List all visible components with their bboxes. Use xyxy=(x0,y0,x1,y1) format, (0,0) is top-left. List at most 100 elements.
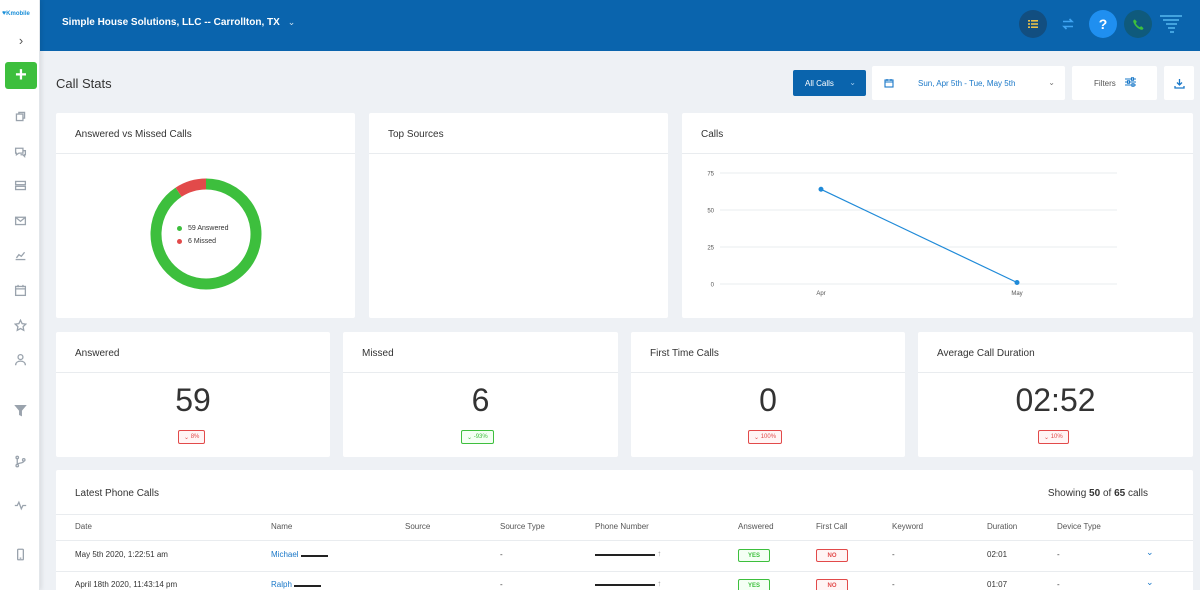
stat-title: Answered xyxy=(75,348,120,359)
add-button[interactable]: + xyxy=(5,62,37,89)
redacted-mark xyxy=(300,553,328,557)
legend-dot-answered xyxy=(177,226,182,231)
stat-value: 0 xyxy=(759,382,777,418)
column-header-keyword[interactable]: Keyword xyxy=(892,522,924,531)
stat-value: 6 xyxy=(471,382,490,418)
copy-icon[interactable] xyxy=(12,108,28,124)
column-header-source[interactable]: Source xyxy=(405,522,431,531)
redacted-phone xyxy=(595,582,655,586)
cell-keyword: - xyxy=(892,580,895,589)
date-range-picker[interactable]: Sun, Apr 5th - Tue, May 5th ⌄ xyxy=(872,66,1065,100)
y-tick-label: 75 xyxy=(707,172,714,178)
tornado-icon[interactable] xyxy=(1157,10,1185,38)
cell-device-type: - xyxy=(1057,580,1060,589)
chart-icon[interactable] xyxy=(12,247,28,263)
mail-icon[interactable] xyxy=(12,212,28,228)
card-title: Calls xyxy=(701,129,724,140)
count-prefix: Showing xyxy=(1047,488,1087,499)
branch-icon[interactable] xyxy=(12,453,28,469)
arrow-up-icon: ↑ xyxy=(657,549,662,558)
stat-card-avg-duration: Average Call Duration 02:52 ⌄ 10% xyxy=(918,332,1193,457)
mobile-icon[interactable] xyxy=(12,546,28,562)
phone-icon[interactable] xyxy=(1124,10,1152,38)
redacted-mark xyxy=(293,583,321,587)
legend-dot-missed xyxy=(177,239,182,244)
count-shown: 50 xyxy=(1089,488,1101,499)
cell-name[interactable]: Michael xyxy=(271,550,328,559)
pulse-icon[interactable] xyxy=(12,497,28,513)
stat-value: 59 xyxy=(175,382,211,418)
divider xyxy=(343,372,618,373)
count-total: 65 xyxy=(1114,488,1126,499)
caller-name: Ralph xyxy=(271,580,292,589)
top-bar: Simple House Solutions, LLC -- Carrollto… xyxy=(40,0,1200,51)
divider xyxy=(56,571,1193,572)
cell-date: May 5th 2020, 1:22:51 am xyxy=(75,550,168,559)
arrow-up-icon: ↑ xyxy=(657,579,662,588)
data-point xyxy=(1014,280,1020,286)
stat-title: Missed xyxy=(362,348,394,359)
help-button[interactable]: ? xyxy=(1089,10,1117,38)
all-calls-dropdown[interactable]: All Calls ⌄ xyxy=(793,70,866,96)
company-selector[interactable]: Simple House Solutions, LLC -- Carrollto… xyxy=(62,17,295,28)
x-tick-label: May xyxy=(1011,291,1022,297)
calls-line-chart: 0 25 50 75 Apr May xyxy=(707,172,1117,297)
column-header-phone[interactable]: Phone Number xyxy=(595,522,649,531)
trend-badge: ⌄ 100% xyxy=(748,430,783,444)
chat-icon[interactable] xyxy=(12,143,28,159)
date-range-label: Sun, Apr 5th - Tue, May 5th xyxy=(918,79,1016,88)
download-button[interactable] xyxy=(1164,66,1194,100)
chevron-down-icon: ⌄ xyxy=(287,17,296,27)
column-header-answered[interactable]: Answered xyxy=(738,522,774,531)
legend-missed-label: 6 Missed xyxy=(188,238,217,245)
donut-slice-missed xyxy=(175,178,207,197)
trend-badge-value: 10% xyxy=(1050,434,1063,440)
cell-name[interactable]: Ralph xyxy=(271,580,321,589)
divider xyxy=(682,153,1193,154)
all-calls-label: All Calls xyxy=(805,78,834,88)
filters-label: Filters xyxy=(1094,79,1116,88)
stat-title: Average Call Duration xyxy=(937,348,1035,359)
swap-icon[interactable] xyxy=(1054,10,1082,38)
chevron-down-icon[interactable]: ⌄ xyxy=(1146,577,1154,587)
cell-duration: 02:01 xyxy=(987,550,1008,559)
filter-icon[interactable] xyxy=(12,402,28,418)
star-icon[interactable] xyxy=(12,317,28,333)
column-header-device-type[interactable]: Device Type xyxy=(1057,522,1101,531)
divider xyxy=(56,372,330,373)
cell-source-type: - xyxy=(500,550,503,559)
first-call-badge: NO xyxy=(816,579,848,590)
card-title: Top Sources xyxy=(388,129,444,140)
legend-answered: 59 Answered xyxy=(177,225,228,232)
column-header-first-call[interactable]: First Call xyxy=(816,522,848,531)
list-icon[interactable] xyxy=(1019,10,1047,38)
download-icon xyxy=(1173,78,1185,89)
stack-icon[interactable] xyxy=(12,177,28,193)
trend-badge: ⌄ 10% xyxy=(1038,430,1069,444)
sidebar: ♥Kmobile › + xyxy=(0,0,40,590)
filters-button[interactable]: Filters xyxy=(1072,66,1157,100)
divider xyxy=(369,153,668,154)
user-icon[interactable] xyxy=(12,351,28,367)
column-header-source-type[interactable]: Source Type xyxy=(500,522,545,531)
first-call-badge: NO xyxy=(816,549,848,562)
stat-card-missed: Missed 6 ⌄ -93% xyxy=(343,332,618,457)
brand-logo[interactable]: ♥Kmobile xyxy=(2,10,30,17)
column-header-name[interactable]: Name xyxy=(271,522,293,531)
data-point xyxy=(818,186,824,192)
chevron-down-icon[interactable]: ⌄ xyxy=(1146,547,1154,557)
calendar-icon[interactable] xyxy=(12,282,28,298)
column-header-date[interactable]: Date xyxy=(75,522,92,531)
column-header-duration[interactable]: Duration xyxy=(987,522,1018,531)
cell-phone: ↑ xyxy=(595,549,661,558)
stat-card-answered: Answered 59 ⌄ 8% xyxy=(56,332,330,457)
table-count: Showing 50 of 65 calls xyxy=(1048,488,1148,499)
donut-slice-answered xyxy=(150,178,262,290)
trend-badge-value: -93% xyxy=(473,434,488,440)
trend-badge-value: 8% xyxy=(190,434,200,440)
latest-calls-table: Latest Phone Calls Showing 50 of 65 call… xyxy=(56,470,1193,590)
cell-device-type: - xyxy=(1057,550,1060,559)
company-name: Simple House Solutions, LLC -- Carrollto… xyxy=(62,17,280,28)
answered-badge: YES xyxy=(738,579,770,590)
chevron-right-icon[interactable]: › xyxy=(10,30,32,50)
